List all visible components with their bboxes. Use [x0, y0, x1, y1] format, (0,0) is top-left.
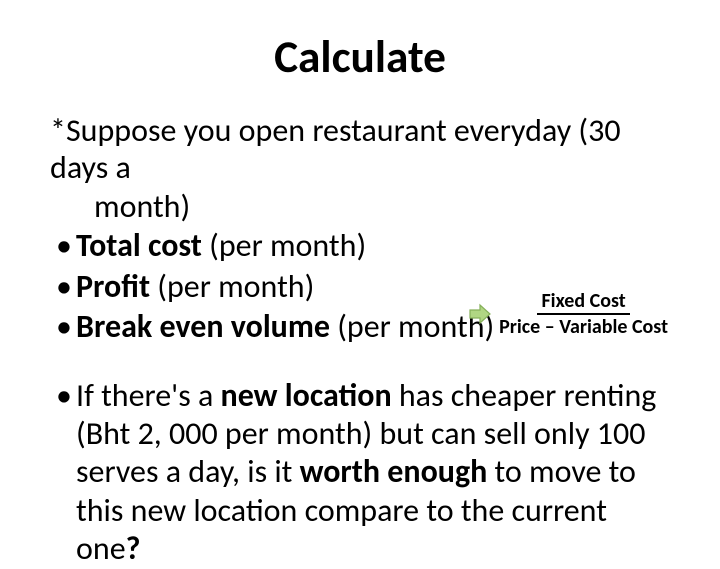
- text-bold: worth enough: [300, 452, 488, 491]
- arrow-path: [470, 305, 490, 323]
- question-mark: ?: [126, 529, 141, 568]
- formula-denominator: Price – Variable Cost: [497, 315, 670, 338]
- bullet-break-even: Break even volume (per month) Fixed Cost…: [50, 308, 670, 346]
- bullet-bold: Total cost: [76, 226, 202, 265]
- slide: Calculate *Suppose you open restaurant e…: [0, 0, 720, 540]
- slide-title: Calculate: [50, 30, 670, 85]
- bullet-bold: Profit: [76, 267, 150, 306]
- formula-wrap: Fixed Cost Price – Variable Cost: [469, 290, 670, 338]
- bullet-bold: Break even volume: [76, 307, 330, 346]
- break-even-formula: Fixed Cost Price – Variable Cost: [497, 290, 670, 338]
- intro-line-2: month): [94, 189, 670, 226]
- text-bold: new location: [221, 376, 392, 415]
- bullet-rest: (per month): [202, 226, 366, 265]
- formula-numerator: Fixed Cost: [537, 290, 629, 315]
- bullet-list-1: Total cost (per month) Profit (per month…: [50, 227, 670, 346]
- intro-line-1: *Suppose you open restaurant everyday (3…: [50, 113, 670, 187]
- text-seg: If there's a: [76, 376, 221, 415]
- bullet-total-cost: Total cost (per month): [50, 227, 670, 265]
- arrow-right-icon: [469, 303, 491, 325]
- spacer: [50, 349, 670, 375]
- bullet-rest: (per month): [150, 267, 314, 306]
- slide-body: *Suppose you open restaurant everyday (3…: [50, 113, 670, 569]
